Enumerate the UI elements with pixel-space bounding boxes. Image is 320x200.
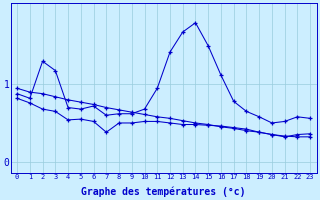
- X-axis label: Graphe des températures (°c): Graphe des températures (°c): [81, 186, 246, 197]
